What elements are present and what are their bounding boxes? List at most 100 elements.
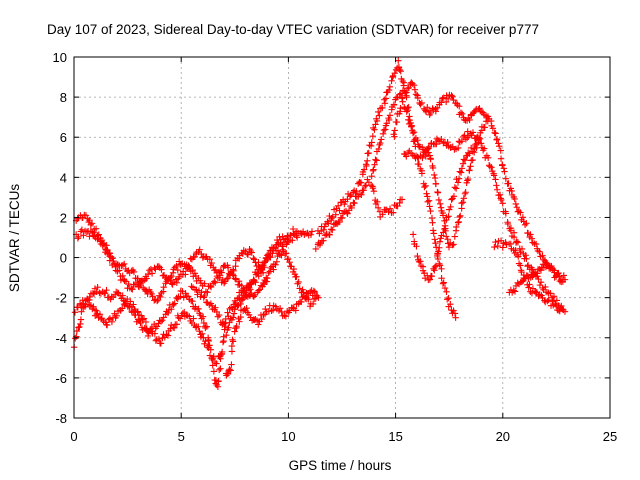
data-point [523, 255, 530, 263]
data-point [439, 212, 447, 219]
data-point [76, 323, 83, 331]
data-point [259, 269, 267, 276]
data-point [211, 279, 219, 286]
data-point [464, 177, 471, 184]
data-point [103, 286, 110, 294]
data-point [460, 116, 468, 124]
data-point [184, 293, 192, 300]
data-point [424, 146, 431, 153]
data-point [436, 260, 443, 268]
data-point [187, 255, 194, 262]
series-track-o [188, 225, 301, 339]
data-point [368, 139, 375, 146]
data-point [472, 135, 479, 142]
data-point [450, 307, 457, 314]
data-point [159, 317, 166, 324]
data-point [369, 184, 377, 192]
data-point [493, 135, 501, 143]
data-point [415, 160, 423, 168]
data-point [228, 348, 236, 355]
data-point [496, 142, 503, 150]
data-point [198, 289, 205, 296]
data-point [289, 225, 297, 233]
data-point [282, 313, 290, 320]
data-point [289, 237, 296, 244]
data-point [424, 104, 431, 111]
data-point [395, 63, 403, 71]
data-point [488, 164, 495, 171]
data-point [137, 281, 144, 289]
data-point [202, 324, 209, 332]
data-point [501, 168, 508, 175]
data-point [386, 83, 394, 91]
data-point [121, 277, 128, 285]
data-point [332, 211, 339, 218]
data-point [182, 271, 189, 278]
data-point [490, 172, 498, 179]
data-point [83, 228, 91, 236]
data-point [371, 126, 378, 133]
data-point [452, 314, 459, 321]
data-point [236, 318, 243, 325]
data-point [87, 228, 94, 235]
data-point [526, 281, 533, 288]
data-point [492, 130, 499, 137]
data-point [227, 304, 235, 311]
data-point [455, 144, 462, 152]
data-point [262, 255, 270, 262]
data-point [191, 270, 199, 277]
data-point [370, 166, 377, 173]
data-point [213, 269, 221, 277]
data-point [428, 214, 436, 222]
data-point [300, 289, 307, 296]
data-point [195, 323, 202, 330]
data-point [356, 191, 364, 198]
data-point [137, 312, 145, 319]
data-point [455, 175, 463, 182]
data-point [378, 136, 385, 143]
data-point [456, 103, 463, 110]
data-point [510, 287, 517, 294]
data-point [529, 273, 536, 280]
series-track-d [91, 295, 226, 367]
data-point [466, 150, 473, 157]
data-point [461, 157, 469, 164]
data-point [558, 302, 565, 310]
data-point [160, 283, 167, 291]
y-tick-label: 4 [60, 170, 67, 185]
data-point [497, 195, 504, 202]
data-point [270, 247, 277, 254]
data-point [537, 279, 545, 286]
data-point [167, 274, 174, 281]
data-point [521, 221, 529, 229]
data-point [165, 275, 173, 282]
data-point [186, 313, 193, 320]
data-point [78, 226, 86, 233]
data-point [177, 293, 184, 300]
data-point [469, 129, 477, 136]
data-point [398, 196, 406, 203]
data-point [199, 313, 207, 320]
data-point [527, 231, 534, 238]
data-point [417, 258, 424, 265]
data-point [393, 118, 401, 126]
data-point [386, 112, 394, 119]
data-point [269, 306, 277, 314]
data-point [404, 107, 411, 114]
data-point [536, 248, 543, 256]
data-point [213, 360, 220, 367]
data-point [457, 109, 465, 116]
data-point [108, 318, 116, 326]
data-point [549, 266, 557, 273]
y-axis-ticks: -8 -6 -4 -2 0 2 4 6 8 10 [53, 50, 610, 426]
data-point [270, 266, 277, 273]
data-point [491, 243, 498, 251]
data-point [445, 206, 453, 213]
data-point [434, 189, 442, 196]
data-point [469, 156, 476, 164]
data-point [189, 266, 196, 274]
data-point [71, 309, 79, 316]
plot-frame [73, 56, 611, 419]
y-tick-label: 10 [53, 50, 67, 65]
data-point [252, 279, 259, 286]
